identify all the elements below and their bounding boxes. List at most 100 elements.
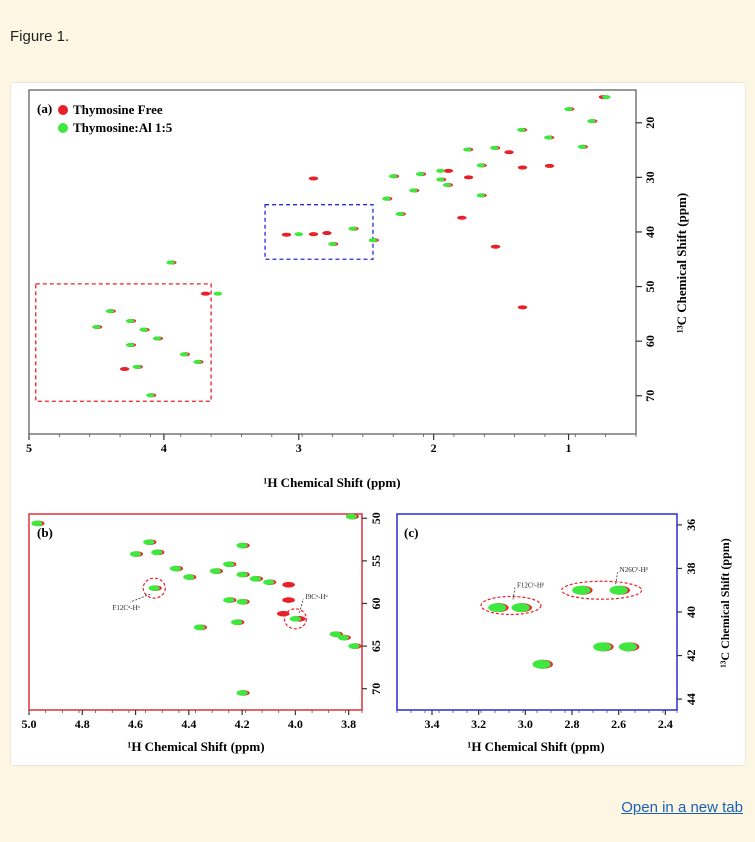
peak-al <box>544 135 553 140</box>
panel-b-annotations: F12Cᵅ-Hᵅ I9Cᵅ-Hᵅ <box>113 577 328 630</box>
peak-al <box>577 144 587 149</box>
peak-al <box>602 95 611 100</box>
x-tick-label: 1 <box>566 441 572 455</box>
peak-free <box>200 291 211 296</box>
peak-al <box>436 168 445 173</box>
peak-al <box>463 147 472 152</box>
peak-al <box>348 643 360 649</box>
peak-free <box>457 215 467 220</box>
peak-al <box>564 107 573 112</box>
y-tick-label: 60 <box>369 597 383 609</box>
y-tick-label: 44 <box>684 693 698 705</box>
panel-c-x-axis: 3.4 3.2 3.0 2.8 2.6 2.4 <box>396 710 678 731</box>
panel-a-peaks <box>92 95 611 398</box>
peak-free <box>517 305 528 310</box>
panel-c-frame <box>396 513 678 711</box>
peak-al <box>146 393 155 398</box>
peak-al <box>223 597 235 603</box>
x-tick-label: 2.8 <box>565 717 580 731</box>
peak-free <box>443 168 454 173</box>
peak-al <box>488 603 507 613</box>
peak-al <box>436 177 445 182</box>
peak-free <box>322 231 332 236</box>
peak-al <box>348 226 358 231</box>
panel-b-y-axis: 50 55 60 65 70 <box>362 512 383 695</box>
x-tick-label: 3 <box>296 441 302 455</box>
peak-al <box>249 575 262 582</box>
panel-a-y-axis: 20 30 40 50 60 70 <box>636 117 657 402</box>
peak-free <box>308 176 319 181</box>
y-tick-label: 60 <box>643 335 657 347</box>
peak-al <box>328 241 337 246</box>
x-tick-label: 3.2 <box>471 717 486 731</box>
peak-al <box>236 542 248 549</box>
legend-free-marker <box>58 105 68 115</box>
x-tick-label: 3.0 <box>518 717 533 731</box>
x-tick-label: 4.0 <box>288 717 303 731</box>
peak-al <box>209 568 222 574</box>
peak-free <box>517 165 528 170</box>
peak-al <box>409 188 418 193</box>
peak-al <box>511 603 530 613</box>
peak-free <box>308 232 319 237</box>
y-tick-label: 38 <box>684 562 698 574</box>
peak-free <box>504 150 514 155</box>
annotation-circle <box>283 608 307 630</box>
peak-al <box>382 196 391 201</box>
peak-al <box>345 513 358 520</box>
peak-al <box>442 183 452 188</box>
peak-al <box>289 616 302 622</box>
peak-al <box>587 119 596 124</box>
y-tick-label: 65 <box>369 640 383 652</box>
peak-al <box>132 364 142 369</box>
peak-al <box>193 359 202 364</box>
panel-b: (b) F12Cᵅ-Hᵅ I9Cᵅ-Hᵅ 5.0 4.8 4.6 4.4 4.2 4.0 3.… <box>22 512 384 754</box>
peak-al <box>263 579 275 585</box>
x-tick-label: 2.6 <box>611 717 626 731</box>
peak-al <box>129 551 142 557</box>
panel-a: (a) Thymosine Free Thymosine:Al 1:5 5 4 3 2… <box>26 89 689 490</box>
peak-al <box>329 631 342 637</box>
panel-b-label: (b) <box>37 525 53 540</box>
panel-c-ylabel: ¹³C Chemical Shift (ppm) <box>718 538 732 668</box>
annotation-circle <box>561 580 643 600</box>
zoom-box-blue <box>264 204 374 260</box>
peak-free <box>282 597 295 603</box>
figure-card: (a) Thymosine Free Thymosine:Al 1:5 5 4 3 2… <box>10 82 746 766</box>
peak-al <box>179 352 189 357</box>
y-tick-label: 70 <box>643 390 657 402</box>
peak-free <box>276 610 290 617</box>
peak-al <box>532 659 551 669</box>
x-tick-label: 4.4 <box>181 717 196 731</box>
peak-al <box>395 211 405 216</box>
peak-al <box>294 232 304 237</box>
x-tick-label: 5.0 <box>22 717 37 731</box>
peak-al <box>231 619 243 626</box>
annotation-label: F12Cᵝ-Hᵝ <box>517 581 544 589</box>
annotation-circle <box>142 577 166 599</box>
figure-svg: (a) Thymosine Free Thymosine:Al 1:5 5 4 3 2… <box>22 89 732 754</box>
peak-al <box>125 342 135 347</box>
panel-a-xlabel: ¹H Chemical Shift (ppm) <box>263 475 400 490</box>
y-tick-label: 70 <box>369 683 383 695</box>
x-tick-label: 2 <box>431 441 437 455</box>
y-tick-label: 36 <box>684 519 698 531</box>
open-in-new-tab-link[interactable]: Open in a new tab <box>621 799 743 816</box>
y-tick-label: 40 <box>684 606 698 618</box>
peak-free <box>281 232 292 237</box>
zoom-box-red <box>35 283 212 402</box>
x-tick-label: 3.4 <box>425 717 440 731</box>
peak-al <box>193 624 206 631</box>
y-tick-label: 20 <box>643 117 657 129</box>
peak-free <box>544 163 555 168</box>
annotation-label: N26Cᵝ-Hᵝ <box>620 566 648 574</box>
peak-al <box>609 585 628 595</box>
y-tick-label: 50 <box>369 512 383 524</box>
peak-al <box>572 585 591 595</box>
panel-b-frame <box>28 513 363 711</box>
y-tick-label: 55 <box>369 555 383 567</box>
peak-free <box>282 581 295 588</box>
annotation-arrow <box>299 598 304 613</box>
peak-free <box>463 175 474 180</box>
